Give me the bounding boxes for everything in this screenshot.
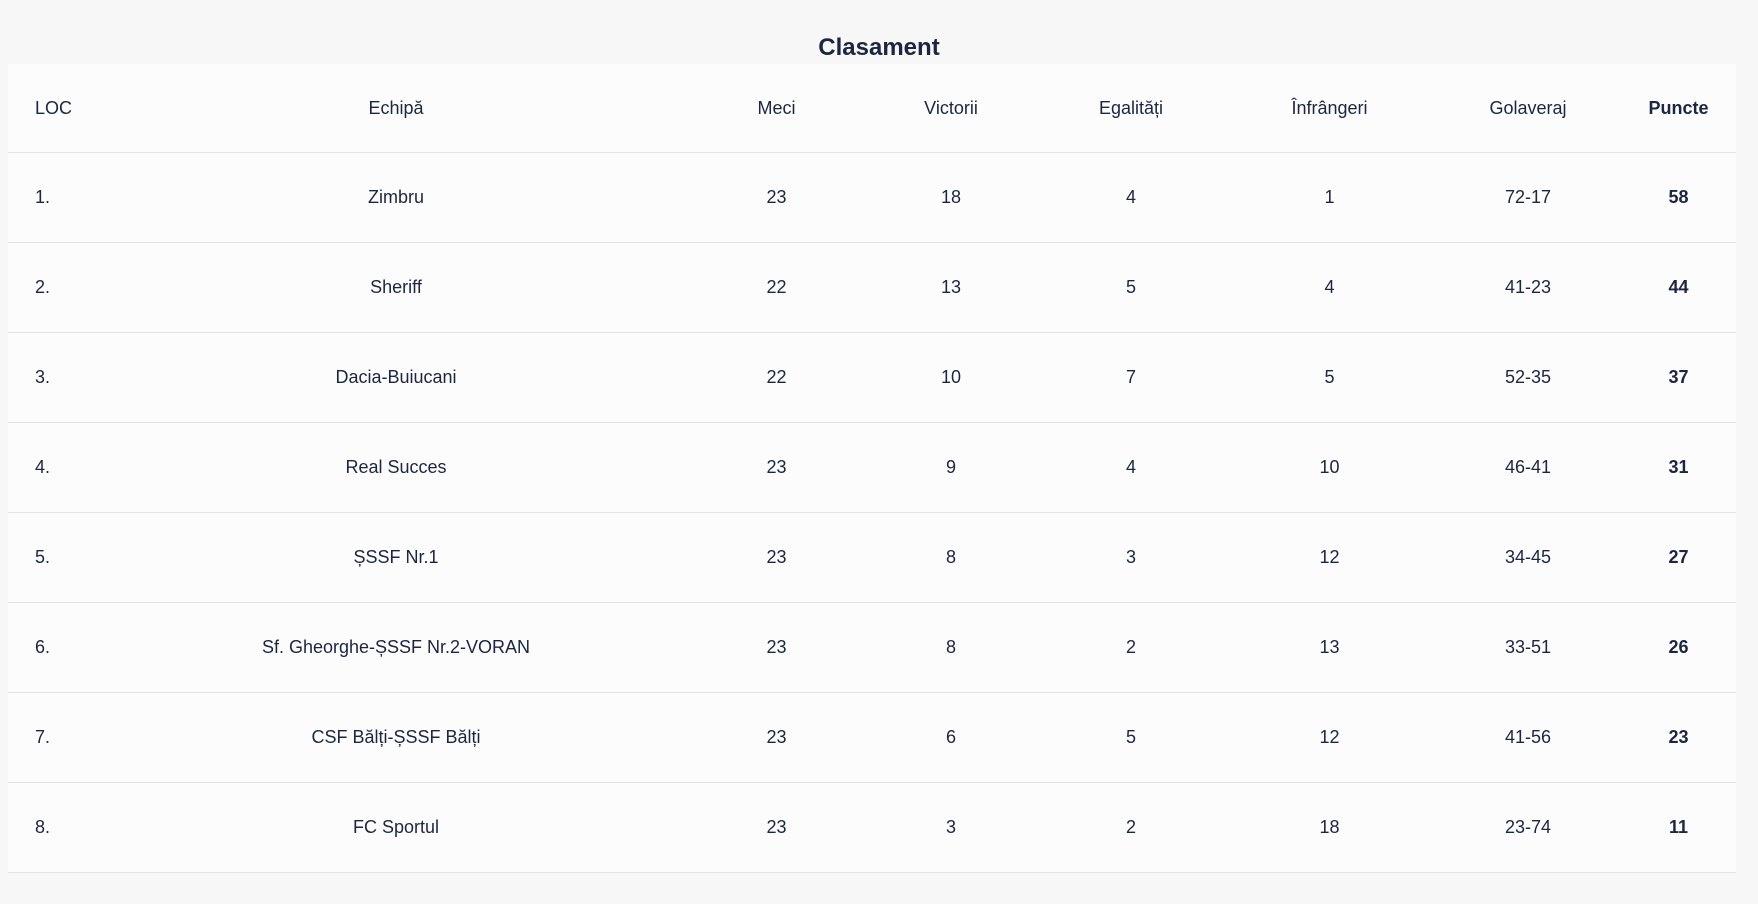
table-row: 4. Real Succes 23 9 4 10 46-41 31 [8,422,1736,513]
cell-played: 23 [689,422,864,513]
cell-wins: 10 [864,332,1038,423]
cell-wins: 9 [864,422,1038,513]
cell-loc: 3. [8,332,103,423]
cell-team: FC Sportul [103,782,689,873]
header-wins: Victorii [864,64,1038,153]
standings-table: LOC Echipă Meci Victorii Egalități Înfrâ… [8,64,1736,873]
cell-points: 27 [1621,512,1736,603]
cell-points: 11 [1621,782,1736,873]
cell-goals: 41-23 [1435,242,1621,333]
cell-points: 31 [1621,422,1736,513]
cell-draws: 2 [1038,782,1224,873]
cell-team: Sheriff [103,242,689,333]
page-title: Clasament [818,34,940,61]
header-losses: Înfrângeri [1224,64,1435,153]
table-row: 2. Sheriff 22 13 5 4 41-23 44 [8,242,1736,333]
header-goals: Golaveraj [1435,64,1621,153]
cell-losses: 12 [1224,692,1435,783]
cell-team: CSF Bălți-ȘSSF Bălți [103,692,689,783]
cell-losses: 10 [1224,422,1435,513]
cell-points: 23 [1621,692,1736,783]
cell-team: ȘSSF Nr.1 [103,512,689,603]
cell-goals: 52-35 [1435,332,1621,423]
cell-goals: 33-51 [1435,602,1621,693]
header-draws: Egalități [1038,64,1224,153]
cell-loc: 5. [8,512,103,603]
cell-played: 23 [689,602,864,693]
table-header-row: LOC Echipă Meci Victorii Egalități Înfrâ… [8,64,1736,153]
table-row: 7. CSF Bălți-ȘSSF Bălți 23 6 5 12 41-56 … [8,692,1736,783]
standings-table-card: LOC Echipă Meci Victorii Egalități Înfrâ… [8,64,1736,873]
cell-played: 23 [689,782,864,873]
cell-goals: 72-17 [1435,152,1621,243]
cell-loc: 2. [8,242,103,333]
cell-goals: 34-45 [1435,512,1621,603]
table-row: 6. Sf. Gheorghe-ȘSSF Nr.2-VORAN 23 8 2 1… [8,602,1736,693]
table-row: 1. Zimbru 23 18 4 1 72-17 58 [8,152,1736,243]
cell-wins: 18 [864,152,1038,243]
cell-loc: 7. [8,692,103,783]
cell-points: 37 [1621,332,1736,423]
cell-wins: 3 [864,782,1038,873]
header-points: Puncte [1621,64,1736,153]
table-row: 8. FC Sportul 23 3 2 18 23-74 11 [8,782,1736,873]
cell-draws: 4 [1038,152,1224,243]
cell-losses: 12 [1224,512,1435,603]
cell-losses: 5 [1224,332,1435,423]
cell-draws: 5 [1038,242,1224,333]
cell-loc: 8. [8,782,103,873]
cell-team: Real Succes [103,422,689,513]
cell-loc: 1. [8,152,103,243]
cell-played: 23 [689,512,864,603]
cell-losses: 4 [1224,242,1435,333]
cell-wins: 8 [864,602,1038,693]
cell-wins: 8 [864,512,1038,603]
cell-played: 23 [689,692,864,783]
header-played: Meci [689,64,864,153]
cell-played: 22 [689,332,864,423]
cell-draws: 4 [1038,422,1224,513]
cell-goals: 46-41 [1435,422,1621,513]
cell-draws: 5 [1038,692,1224,783]
header-team: Echipă [103,64,689,153]
table-row: 5. ȘSSF Nr.1 23 8 3 12 34-45 27 [8,512,1736,603]
cell-team: Dacia-Buiucani [103,332,689,423]
cell-team: Zimbru [103,152,689,243]
cell-played: 22 [689,242,864,333]
cell-losses: 13 [1224,602,1435,693]
cell-wins: 6 [864,692,1038,783]
cell-draws: 7 [1038,332,1224,423]
cell-draws: 3 [1038,512,1224,603]
cell-draws: 2 [1038,602,1224,693]
cell-team: Sf. Gheorghe-ȘSSF Nr.2-VORAN [103,602,689,693]
cell-goals: 41-56 [1435,692,1621,783]
header-loc: LOC [8,64,103,153]
table-row: 3. Dacia-Buiucani 22 10 7 5 52-35 37 [8,332,1736,423]
cell-points: 26 [1621,602,1736,693]
cell-wins: 13 [864,242,1038,333]
cell-goals: 23-74 [1435,782,1621,873]
cell-losses: 18 [1224,782,1435,873]
cell-points: 58 [1621,152,1736,243]
cell-played: 23 [689,152,864,243]
cell-points: 44 [1621,242,1736,333]
cell-losses: 1 [1224,152,1435,243]
cell-loc: 4. [8,422,103,513]
cell-loc: 6. [8,602,103,693]
